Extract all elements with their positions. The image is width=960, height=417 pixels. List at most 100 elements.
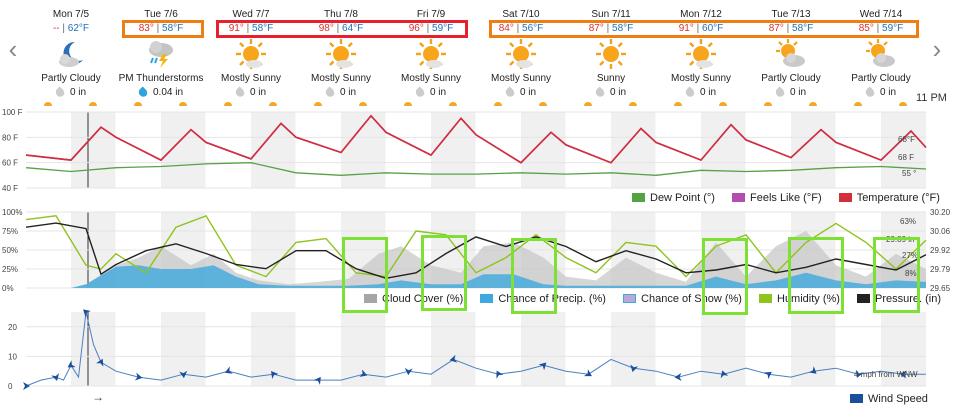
wind-point bbox=[83, 309, 91, 317]
sun-marker-icon bbox=[764, 102, 772, 106]
partly-cloudy-night-icon bbox=[55, 38, 87, 70]
pressure-y-tick: 29.79 bbox=[930, 265, 951, 274]
day-temps: 87° | 58°F bbox=[768, 23, 814, 34]
day-forecast-4[interactable]: Fri 7/9 96° | 59°F Mostly Sunny 0 in bbox=[386, 0, 476, 108]
day-forecast-9[interactable]: Wed 7/14 85° | 59°F Partly Cloudy 0 in bbox=[836, 0, 926, 108]
day-temps: 87° | 58°F bbox=[588, 23, 634, 34]
wind-y-tick: 20 bbox=[8, 323, 17, 332]
day-temps: 91° | 60°F bbox=[678, 23, 724, 34]
wind-point bbox=[134, 372, 143, 381]
night-band bbox=[431, 312, 476, 386]
legend-chance-snow[interactable]: Chance of Snow (%) bbox=[623, 293, 742, 305]
wind-legend: Wind Speed bbox=[836, 393, 928, 405]
day-forecast-7[interactable]: Mon 7/12 91° | 60°F Mostly Sunny 0 in bbox=[656, 0, 746, 108]
pct-y-tick: 25% bbox=[2, 265, 18, 274]
temperature-chart[interactable]: 100 F 80 F 60 F 40 F 68°F 68 F 55 ° bbox=[0, 106, 960, 192]
wind-point bbox=[179, 370, 188, 379]
day-date: Sat 7/10 bbox=[502, 9, 540, 20]
legend-pressure[interactable]: Pressure. (in) bbox=[857, 293, 941, 305]
day-low: 58°F bbox=[252, 23, 274, 34]
night-band bbox=[701, 112, 746, 188]
night-band bbox=[611, 112, 656, 188]
wind-point bbox=[51, 373, 60, 381]
day-condition: Mostly Sunny bbox=[490, 73, 552, 84]
wind-point bbox=[313, 376, 321, 385]
day-precip: 0.04 in bbox=[116, 86, 206, 99]
temp-y-tick: 100 F bbox=[2, 108, 23, 117]
sun-marker-icon bbox=[134, 102, 142, 106]
pct-y-tick: 0% bbox=[2, 284, 14, 293]
day-high: -- bbox=[52, 23, 60, 34]
day-forecast-6[interactable]: Sun 7/11 87° | 58°F Sunny 0 in bbox=[566, 0, 656, 108]
raindrop-icon bbox=[683, 86, 696, 99]
day-date: Tue 7/13 bbox=[771, 9, 811, 20]
day-high: 87° bbox=[768, 23, 784, 34]
humidity-line bbox=[25, 214, 927, 278]
day-high: 83° bbox=[138, 23, 154, 34]
wind-y-tick: 10 bbox=[8, 352, 17, 361]
day-low: 64°F bbox=[342, 23, 364, 34]
wind-speed-chart[interactable]: 20 10 0 4 mph from WNW bbox=[0, 308, 960, 394]
pct-y-tick: 75% bbox=[2, 227, 18, 236]
day-forecast-3[interactable]: Thu 7/8 98° | 64°F Mostly Sunny 0 in bbox=[296, 0, 386, 108]
legend-humidity[interactable]: Humidity (%) bbox=[759, 293, 840, 305]
wind-point bbox=[630, 364, 639, 373]
precip-cloud-humidity-chart[interactable]: 100% 75% 50% 25% 0% 30.20 30.06 29.92 29.79 29.65… bbox=[0, 206, 960, 294]
night-band bbox=[791, 312, 836, 386]
temperature-line bbox=[25, 114, 927, 164]
prev-arrow-icon[interactable]: ‹ bbox=[8, 34, 18, 64]
sun-marker-icon bbox=[314, 102, 322, 106]
legend-cloud-cover[interactable]: Cloud Cover (%) bbox=[364, 293, 463, 305]
day-date: Fri 7/9 bbox=[416, 9, 446, 20]
day-low: 58°F bbox=[162, 23, 184, 34]
mostly-sunny-icon bbox=[325, 38, 357, 70]
day-forecast-2[interactable]: Wed 7/7 91° | 58°F Mostly Sunny 0 in bbox=[206, 0, 296, 108]
night-band bbox=[431, 112, 476, 188]
raindrop-icon bbox=[323, 86, 336, 99]
sun-marker-icon bbox=[674, 102, 682, 106]
raindrop-icon bbox=[136, 86, 149, 99]
day-date: Sun 7/11 bbox=[591, 9, 631, 20]
raindrop-icon bbox=[593, 86, 606, 99]
sun-marker-icon bbox=[44, 102, 52, 106]
legend-temperature[interactable]: Temperature (°F) bbox=[838, 192, 940, 204]
precip-end-label: 8% bbox=[905, 269, 917, 278]
mostly-sunny-icon bbox=[505, 38, 537, 70]
day-high: 85° bbox=[858, 23, 874, 34]
legend-chance-precip[interactable]: Chance of Precip. (%) bbox=[480, 293, 606, 305]
temp-y-tick: 80 F bbox=[2, 133, 18, 142]
day-high: 91° bbox=[228, 23, 244, 34]
legend-dew-point[interactable]: Dew Point (°) bbox=[632, 192, 715, 204]
cloud-end-label: 27% bbox=[902, 251, 918, 260]
mostly-sunny-icon bbox=[685, 38, 717, 70]
pct-y-tick: 100% bbox=[2, 208, 22, 217]
wind-point bbox=[359, 369, 368, 377]
day-forecast-1[interactable]: Tue 7/6 83° | 58°F PM Thunderstorms 0.04 in bbox=[116, 0, 206, 108]
day-low: 62°F bbox=[67, 23, 90, 34]
wind-end-label: 4 mph from WNW bbox=[854, 370, 918, 379]
day-precip: 0 in bbox=[566, 86, 656, 99]
day-precip: 0 in bbox=[206, 86, 296, 99]
sun-marker-icon bbox=[809, 102, 817, 106]
legend-feels-like[interactable]: Feels Like (°F) bbox=[731, 192, 822, 204]
day-temps: 85° | 59°F bbox=[858, 23, 904, 34]
day-low: 58°F bbox=[792, 23, 814, 34]
sun-marker-icon bbox=[899, 102, 907, 106]
day-forecast-5[interactable]: Sat 7/10 84° | 56°F Mostly Sunny 0 in bbox=[476, 0, 566, 108]
pressure-y-tick: 29.92 bbox=[930, 246, 951, 255]
wind-point bbox=[449, 354, 458, 363]
day-forecast-8[interactable]: Tue 7/13 87° | 58°F Partly Cloudy 0 in bbox=[746, 0, 836, 108]
day-precip: 0 in bbox=[296, 86, 386, 99]
night-band bbox=[71, 112, 116, 188]
mostly-sunny-icon bbox=[235, 38, 267, 70]
next-arrow-icon[interactable]: › bbox=[932, 34, 942, 64]
sun-marker-icon bbox=[494, 102, 502, 106]
legend-wind-speed[interactable]: Wind Speed bbox=[850, 393, 928, 405]
day-precip: 0 in bbox=[656, 86, 746, 99]
day-forecast-0[interactable]: Mon 7/5 -- | 62°F Partly Cloudy 0 in bbox=[26, 0, 116, 108]
sun-marker-icon bbox=[854, 102, 862, 106]
partly-cloudy-icon bbox=[865, 38, 897, 70]
chance-precip-area bbox=[26, 265, 926, 288]
wind-y-tick: 0 bbox=[8, 382, 13, 391]
